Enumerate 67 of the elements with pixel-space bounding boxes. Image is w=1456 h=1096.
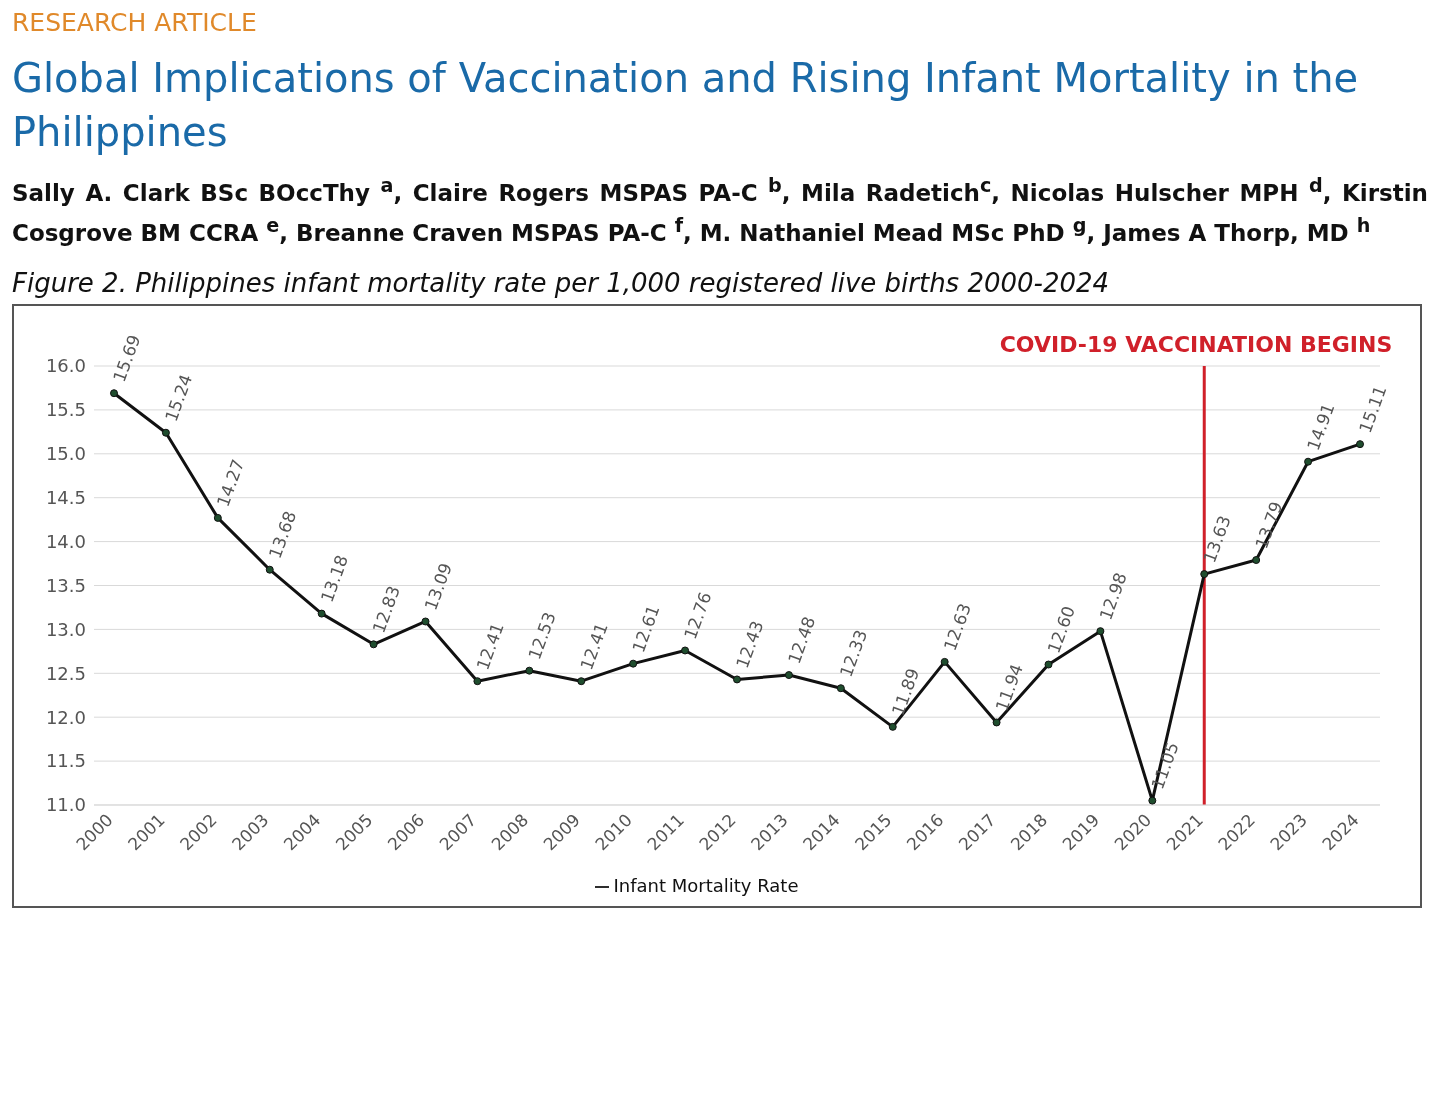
data-label: 15.69 — [108, 331, 145, 385]
y-tick-label: 14.5 — [45, 487, 86, 508]
data-label: 14.27 — [212, 456, 249, 510]
y-tick-label: 15.5 — [45, 399, 86, 421]
point — [681, 646, 690, 655]
point — [940, 657, 949, 666]
data-label: 12.83 — [368, 583, 404, 636]
data-label: 15.11 — [1354, 382, 1391, 436]
legend-label: Infant Mortality Rate — [613, 874, 799, 896]
point — [213, 513, 222, 522]
y-tick-label: 11.0 — [45, 794, 86, 816]
point — [369, 640, 378, 649]
data-label: 13.18 — [316, 552, 353, 605]
point — [161, 428, 170, 437]
data-label: 12.98 — [1095, 569, 1131, 623]
data-label: 12.63 — [939, 600, 976, 654]
text: Global Implications of Vaccination and Rising Infant Mortality in the Philippines — [12, 54, 1360, 157]
point — [784, 670, 793, 679]
data-label: 12.41 — [576, 619, 612, 673]
data-label: 13.79 — [1251, 498, 1287, 552]
point — [577, 677, 586, 686]
point — [888, 722, 897, 731]
data-label: 15.24 — [160, 371, 197, 424]
data-label: 12.53 — [524, 609, 560, 662]
y-tick-label: 13.5 — [45, 574, 86, 596]
data-label: 12.61 — [628, 602, 664, 655]
data-label: 13.68 — [264, 508, 301, 561]
data-label: 11.89 — [887, 665, 924, 719]
point — [1304, 457, 1313, 466]
data-label: 11.05 — [1147, 739, 1183, 792]
point — [1252, 555, 1261, 564]
point — [525, 666, 534, 675]
point — [110, 389, 118, 398]
point — [1356, 440, 1364, 449]
y-tick-label: 14.0 — [45, 530, 86, 552]
point — [836, 684, 845, 693]
point — [1148, 796, 1157, 805]
text: Sally A. Clark BSc BOccThy $^{a}$, Claire Rogers MSPAS PA-C $^{b}$, Mila Radetich$^{c}$, Nicolas Hulscher MPH $^{d}$, Kirstin Cosgrove BM CCRA $^{e}$, Breanne Craven MSPAS PA-C $^{f}$, M. Nathaniel Mead MSc PhD $^{g}$, James A Thorp, MD $^{h}$ — [12, 174, 1428, 247]
data-label: 12.41 — [472, 619, 508, 673]
text: RESEARCH ARTICLE — [12, 8, 258, 37]
point — [1200, 569, 1209, 578]
point — [733, 675, 741, 684]
data-label: 11.94 — [991, 661, 1027, 714]
point — [317, 609, 326, 618]
point — [629, 659, 638, 668]
y-tick-label: 12.5 — [45, 662, 86, 684]
data-label: 12.33 — [835, 626, 872, 680]
data-label: 14.91 — [1303, 400, 1339, 453]
y-tick-label: 11.5 — [45, 750, 86, 772]
point — [265, 565, 274, 574]
point — [992, 718, 1001, 727]
point — [421, 617, 430, 626]
point — [1096, 627, 1105, 636]
y-tick-label: 12.0 — [45, 706, 86, 728]
data-label: 12.48 — [783, 613, 820, 667]
y-tick-label: 13.0 — [45, 618, 86, 640]
data-label: 12.43 — [731, 618, 768, 671]
data-label: 12.60 — [1043, 603, 1079, 656]
ref-line-label: COVID-19 VACCINATION BEGINS — [999, 331, 1393, 357]
point — [473, 677, 482, 686]
chart-title: Figure 2. Philippines infant mortality rate per 1,000 registered live births 2000-2024 — [12, 267, 1111, 298]
data-label: 12.76 — [680, 589, 716, 642]
data-label: 13.09 — [420, 560, 456, 613]
point — [1044, 660, 1053, 669]
data-label: 13.63 — [1199, 512, 1235, 566]
y-tick-label: 16.0 — [45, 355, 86, 377]
y-tick-label: 15.0 — [45, 443, 86, 465]
